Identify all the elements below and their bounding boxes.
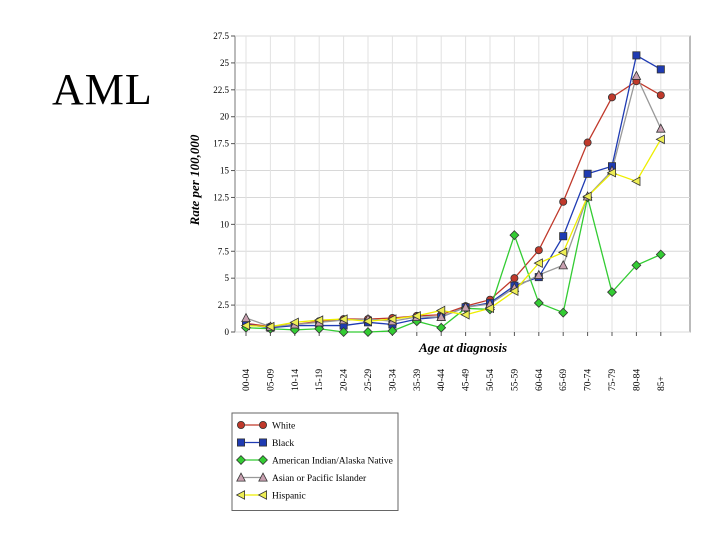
data-point (583, 169, 592, 178)
data-point (558, 260, 569, 270)
data-point (289, 317, 299, 328)
y-tick-label: 15 (220, 166, 230, 176)
data-point (484, 303, 495, 314)
data-point (313, 315, 324, 326)
data-point (533, 269, 544, 279)
data-point (363, 327, 373, 337)
data-point (387, 325, 398, 336)
data-point (655, 134, 665, 145)
x-tick-label: 00-04 (242, 369, 252, 391)
legend-marker (258, 420, 267, 429)
y-tick-label: 17.5 (213, 139, 229, 149)
data-point (559, 232, 568, 241)
x-tick-label: 30-34 (388, 369, 398, 391)
data-point (435, 305, 446, 316)
legend-label: American Indian/Alaska Native (272, 457, 393, 467)
data-point (582, 191, 592, 202)
data-point (583, 138, 592, 147)
data-point (265, 321, 275, 332)
data-point (241, 312, 251, 323)
legend-marker (258, 455, 268, 465)
x-tick-label: 40-44 (437, 369, 447, 391)
data-point (411, 310, 421, 321)
data-point (387, 314, 397, 324)
x-tick-label: 15-19 (315, 369, 325, 391)
x-tick-label: 70-74 (584, 369, 594, 391)
data-point (436, 311, 447, 321)
y-tick-label: 22.5 (213, 85, 229, 95)
y-tick-label: 20 (220, 112, 230, 122)
data-point (533, 258, 543, 268)
data-point (632, 51, 641, 60)
legend-label: Black (272, 439, 294, 449)
data-point (509, 286, 519, 296)
data-point (338, 327, 349, 337)
x-tick-label: 80-84 (632, 369, 642, 391)
y-tick-label: 7.5 (218, 246, 230, 256)
data-point (655, 123, 666, 133)
x-tick-label: 85+ (657, 376, 667, 391)
legend-marker (258, 438, 267, 447)
legend-marker (236, 420, 245, 429)
data-point (314, 323, 325, 334)
legend-marker (236, 472, 246, 482)
data-point (655, 249, 666, 260)
legend-marker (236, 438, 245, 447)
data-point (510, 274, 519, 283)
data-point (631, 260, 642, 271)
data-point (534, 246, 543, 255)
x-tick-label: 55-59 (510, 369, 520, 391)
legend-marker (257, 490, 268, 500)
x-tick-label: 10-14 (291, 369, 301, 391)
y-tick-label: 2.5 (218, 300, 230, 310)
y-tick-label: 25 (220, 58, 230, 68)
x-tick-label: 20-24 (340, 369, 350, 391)
y-tick-label: 27.5 (213, 31, 229, 41)
series-line-0 (245, 80, 662, 328)
data-point (557, 247, 568, 258)
x-tick-label: 60-64 (535, 369, 545, 391)
data-point (240, 320, 251, 331)
plot-frame (234, 35, 691, 333)
legend-marker (258, 472, 268, 482)
data-point (631, 176, 641, 187)
data-point (608, 93, 617, 102)
slide-title: AML (52, 65, 153, 114)
x-tick-label: 75-79 (608, 369, 618, 391)
legend-label: Asian or Pacific Islander (272, 473, 367, 484)
data-point (656, 65, 665, 74)
x-tick-label: 65-69 (559, 369, 569, 391)
y-axis-label: Rate per 100,000 (187, 134, 202, 226)
data-point (558, 307, 569, 318)
data-point (460, 301, 471, 312)
data-point (436, 322, 447, 333)
data-point (606, 167, 616, 178)
x-axis-label: Age at diagnosis (418, 340, 507, 355)
data-point (559, 197, 568, 206)
x-tick-label: 50-54 (486, 369, 496, 391)
x-tick-label: 25-29 (364, 369, 374, 391)
data-point (509, 230, 520, 241)
data-point (631, 70, 642, 80)
x-tick-label: 05-09 (266, 369, 276, 391)
x-tick-label: 45-49 (462, 369, 472, 391)
data-point (607, 287, 617, 298)
legend-marker (236, 455, 246, 465)
data-point (362, 316, 373, 327)
data-point (533, 297, 544, 308)
y-tick-label: 12.5 (213, 192, 229, 202)
legend-label: Hispanic (272, 492, 306, 502)
y-tick-label: 0 (225, 327, 230, 337)
x-tick-label: 35-39 (413, 369, 423, 391)
data-point (338, 314, 348, 324)
data-point (656, 91, 665, 100)
y-tick-label: 10 (220, 219, 230, 229)
data-point (460, 309, 470, 320)
legend-marker (235, 490, 246, 500)
legend-label: White (272, 422, 295, 432)
y-tick-label: 5 (225, 273, 230, 283)
